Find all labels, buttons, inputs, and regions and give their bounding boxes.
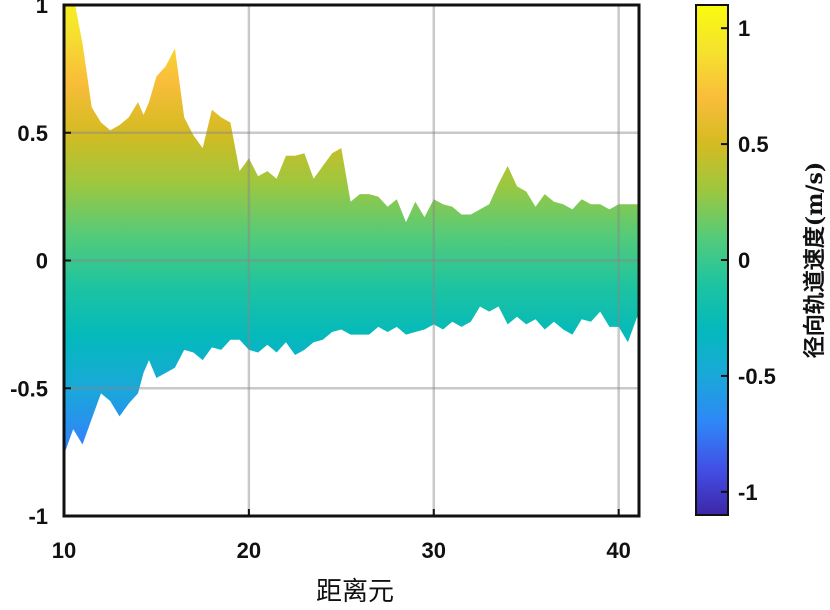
velocity-band-area bbox=[64, 5, 639, 455]
colorbar-title: 径向轨道速度(m/s) bbox=[802, 162, 828, 359]
y-tick-label: 1 bbox=[36, 0, 48, 18]
colorbar-tick-label: 0.5 bbox=[738, 132, 769, 157]
colorbar-tick-label: -0.5 bbox=[738, 364, 776, 389]
y-tick-label: -0.5 bbox=[10, 376, 48, 401]
x-tick-label: 10 bbox=[52, 538, 76, 563]
x-tick-label: 40 bbox=[606, 538, 630, 563]
y-tick-label: 0 bbox=[36, 249, 48, 274]
x-axis: 10 20 30 40 bbox=[52, 509, 631, 563]
colorbar-ticks: 1 0.5 0 -0.5 -1 bbox=[721, 16, 776, 505]
colorbar-tick-label: -1 bbox=[738, 480, 758, 505]
x-tick-label: 20 bbox=[237, 538, 261, 563]
y-tick-label: -1 bbox=[28, 504, 48, 529]
y-axis: 1 0.5 0 -0.5 -1 bbox=[10, 0, 71, 529]
x-axis-label: 距离元 bbox=[316, 577, 394, 607]
y-tick-label: 0.5 bbox=[17, 121, 48, 146]
colorbar-tick-label: 1 bbox=[738, 16, 750, 41]
x-tick-label: 30 bbox=[422, 538, 446, 563]
colorbar-tick-label: 0 bbox=[738, 248, 750, 273]
